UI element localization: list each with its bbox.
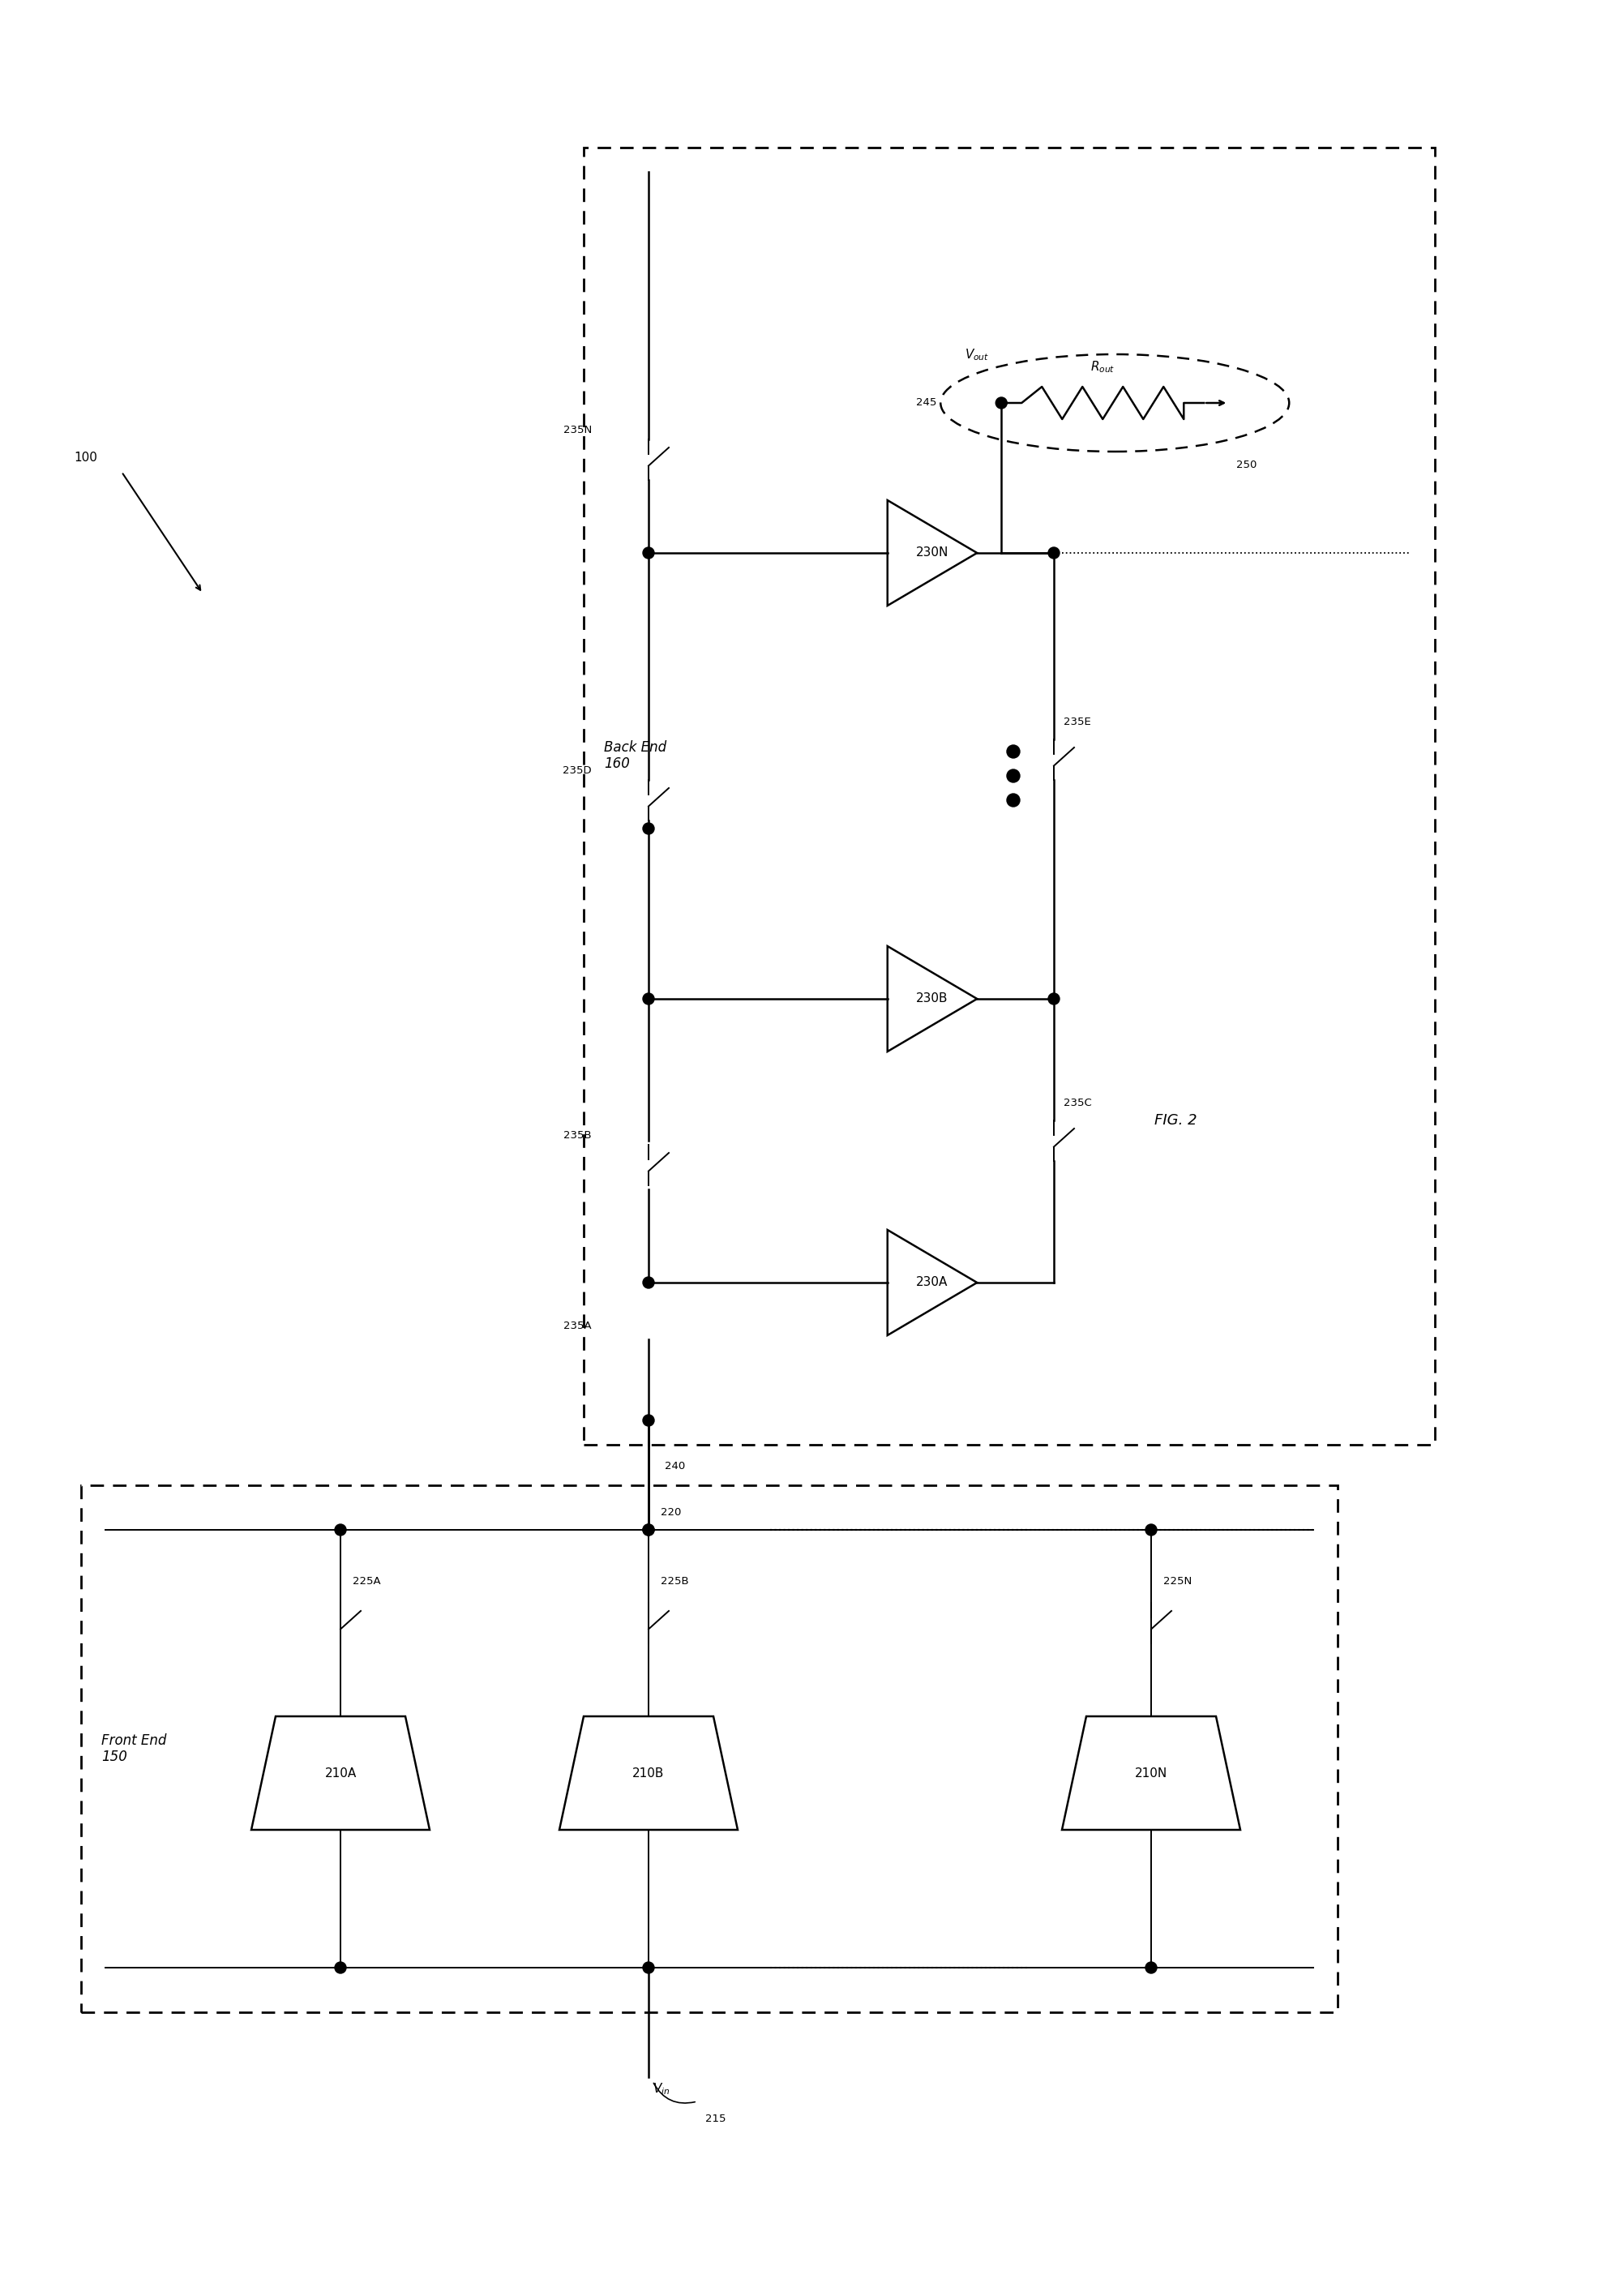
Circle shape xyxy=(1006,746,1020,758)
Text: 245: 245 xyxy=(917,397,936,409)
Text: 230B: 230B xyxy=(917,992,949,1006)
Text: 210N: 210N xyxy=(1135,1768,1167,1779)
Text: 225A: 225A xyxy=(353,1575,380,1587)
Text: Front End
150: Front End 150 xyxy=(101,1733,166,1766)
Circle shape xyxy=(644,546,655,558)
Circle shape xyxy=(644,1525,655,1536)
Text: 215: 215 xyxy=(706,2115,727,2124)
Circle shape xyxy=(995,397,1008,409)
Circle shape xyxy=(335,1525,347,1536)
Text: $R_{out}$: $R_{out}$ xyxy=(1091,360,1115,374)
Text: 235B: 235B xyxy=(564,1130,592,1141)
Text: $V_{out}$: $V_{out}$ xyxy=(965,347,989,363)
Text: 240: 240 xyxy=(664,1460,685,1472)
Text: 235E: 235E xyxy=(1064,716,1091,728)
Text: 235A: 235A xyxy=(564,1320,592,1332)
Circle shape xyxy=(644,822,655,833)
Text: $V_{in}$: $V_{in}$ xyxy=(653,2080,669,2096)
Text: 210A: 210A xyxy=(324,1768,356,1779)
Circle shape xyxy=(1048,994,1059,1006)
Text: 100: 100 xyxy=(73,452,97,464)
Circle shape xyxy=(1048,546,1059,558)
Circle shape xyxy=(644,1277,655,1288)
Circle shape xyxy=(644,994,655,1006)
Circle shape xyxy=(1145,1963,1156,1972)
Text: 235C: 235C xyxy=(1064,1097,1092,1109)
Circle shape xyxy=(644,1414,655,1426)
Text: 225N: 225N xyxy=(1163,1575,1191,1587)
Text: 250: 250 xyxy=(1236,459,1257,471)
Text: 230N: 230N xyxy=(917,546,949,558)
Text: 210B: 210B xyxy=(632,1768,664,1779)
Text: 230A: 230A xyxy=(917,1277,949,1288)
Text: Back End
160: Back End 160 xyxy=(604,739,666,771)
Circle shape xyxy=(1145,1525,1156,1536)
Text: 225B: 225B xyxy=(661,1575,688,1587)
Text: 235N: 235N xyxy=(564,425,592,436)
Text: 220: 220 xyxy=(661,1506,682,1518)
Circle shape xyxy=(1006,769,1020,783)
Circle shape xyxy=(1006,794,1020,806)
Circle shape xyxy=(644,1963,655,1972)
Circle shape xyxy=(335,1963,347,1972)
Text: 235D: 235D xyxy=(562,765,592,776)
Circle shape xyxy=(644,1525,655,1536)
Text: FIG. 2: FIG. 2 xyxy=(1155,1114,1196,1127)
